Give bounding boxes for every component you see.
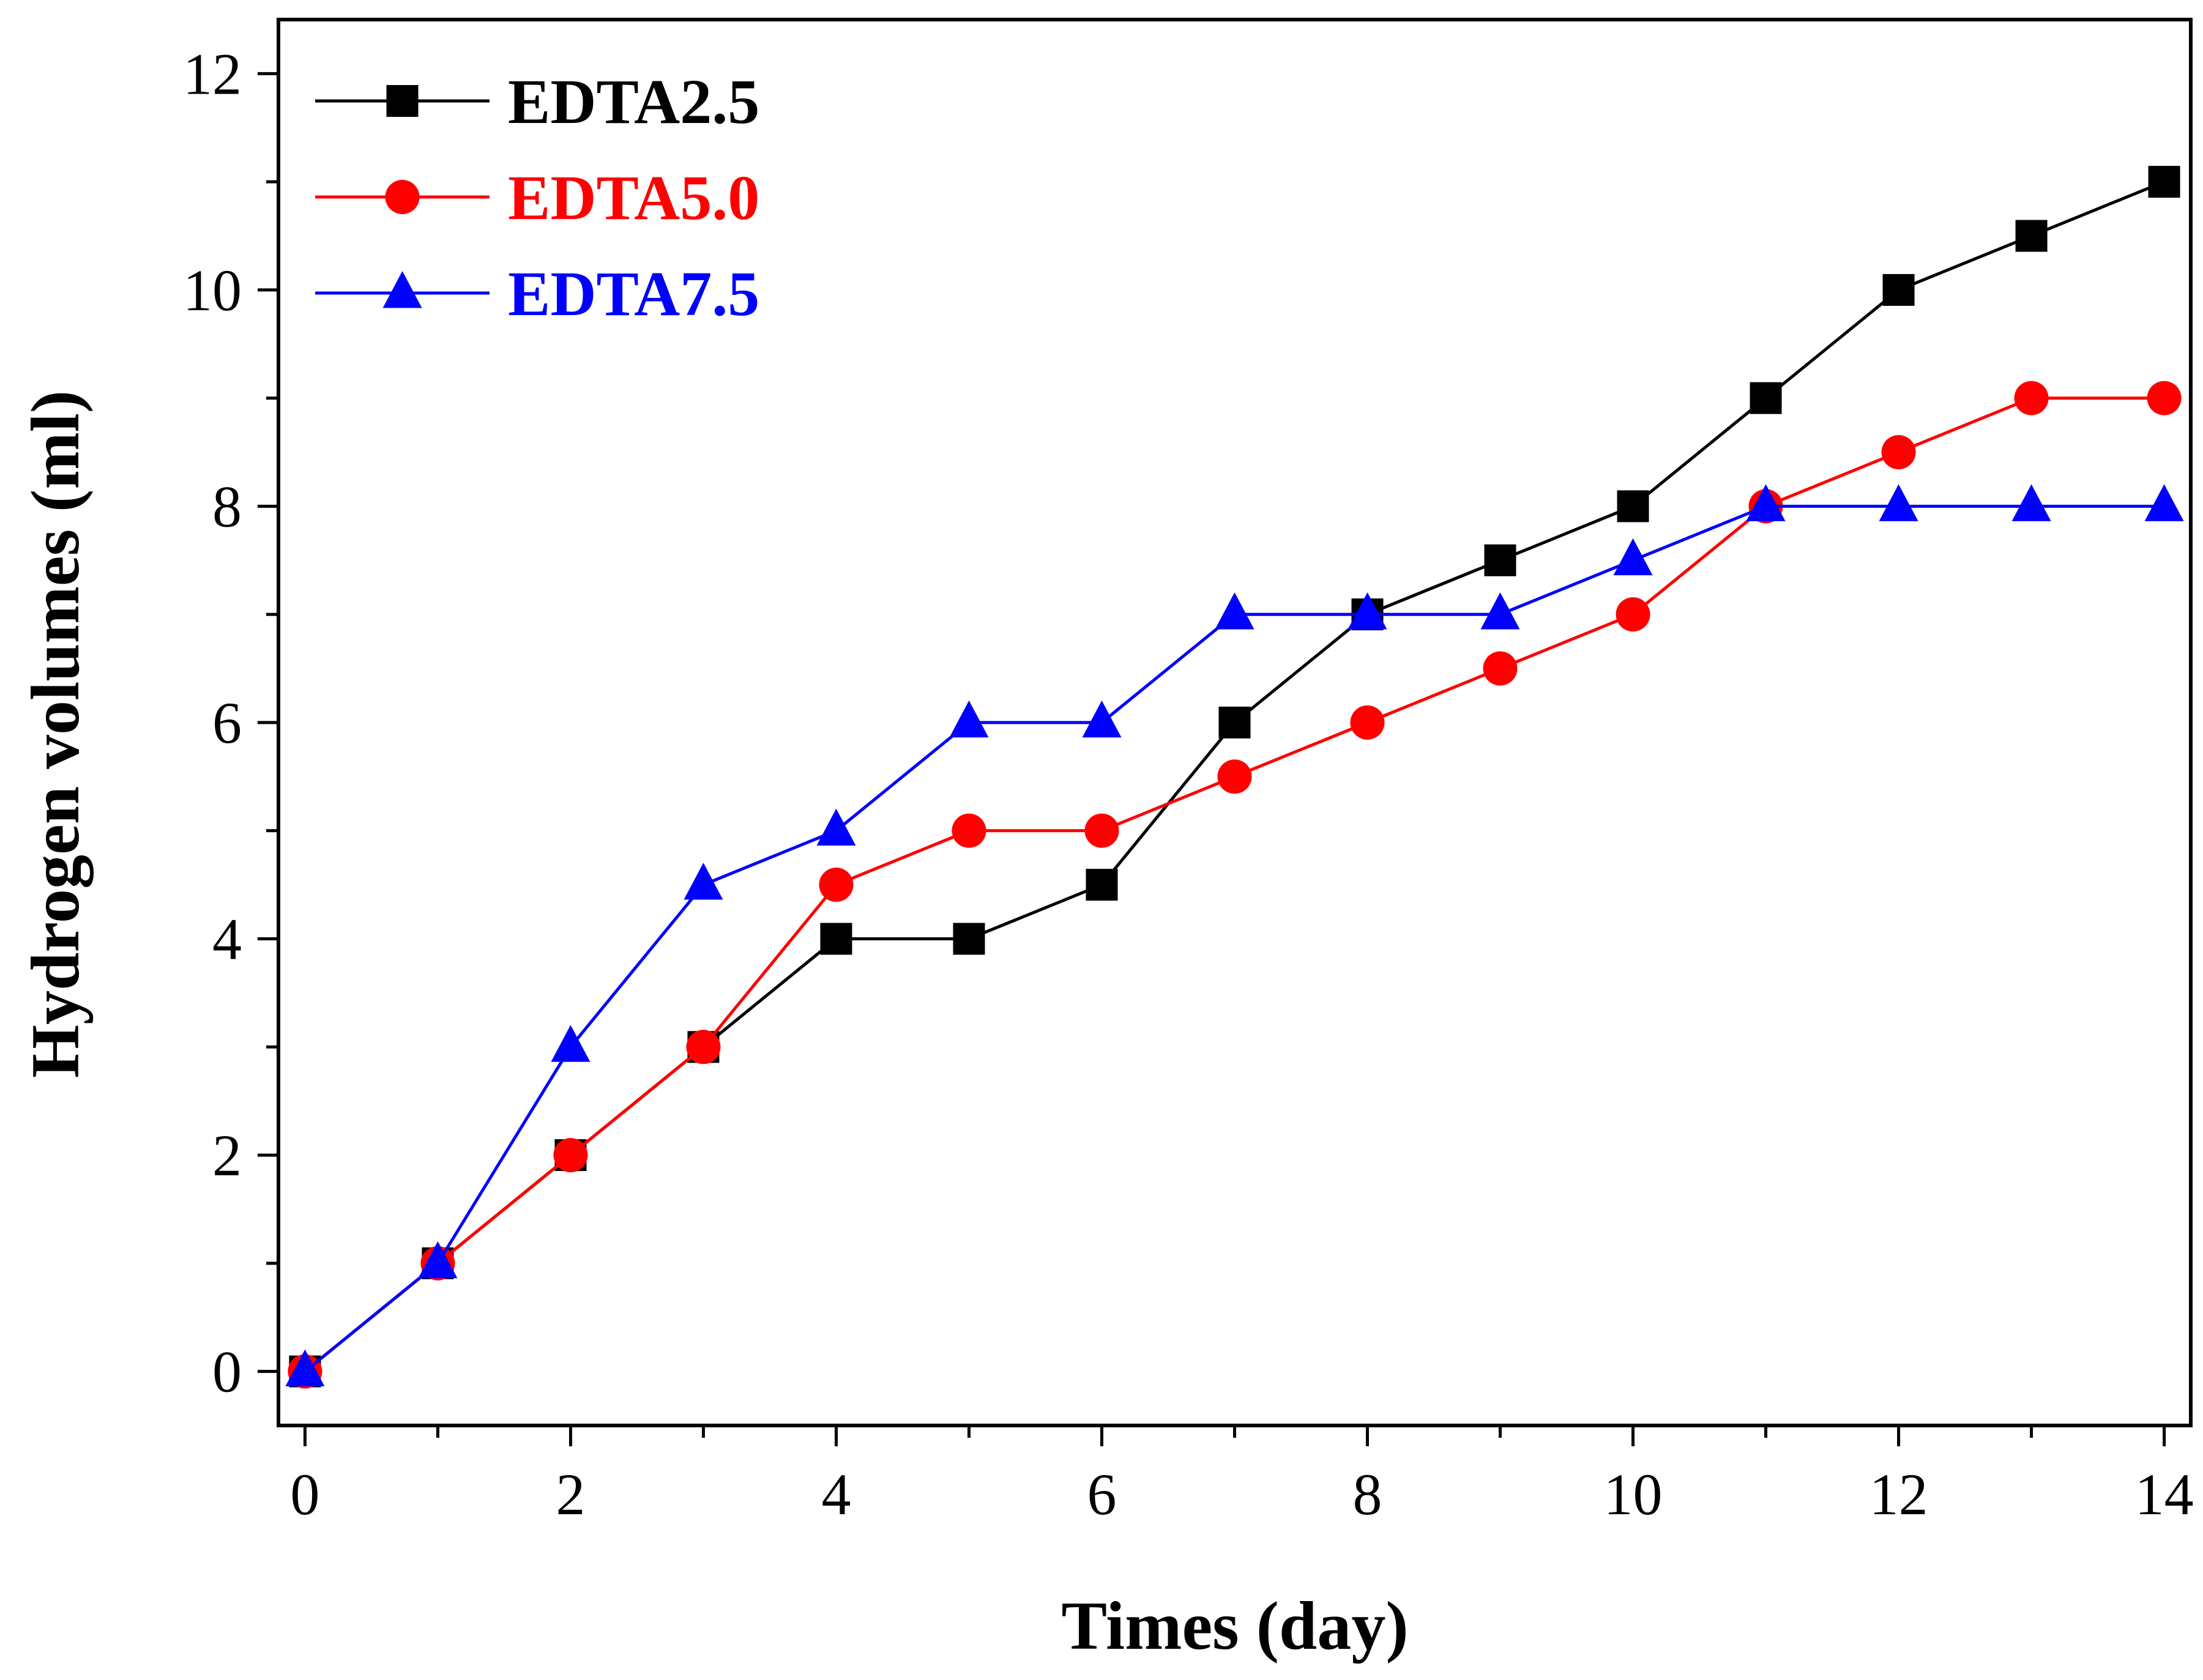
x-tick-label: 6 bbox=[1087, 1462, 1116, 1527]
x-tick-label: 8 bbox=[1353, 1462, 1382, 1527]
series-layer bbox=[285, 166, 2184, 1389]
data-point bbox=[1484, 544, 1516, 576]
y-axis-title: Hydrogen volumes (ml) bbox=[18, 390, 94, 1078]
y-tick-label: 10 bbox=[183, 258, 242, 323]
data-point bbox=[1348, 592, 1387, 630]
data-point bbox=[1613, 538, 1653, 576]
legend-label: EDTA5.0 bbox=[508, 163, 759, 233]
data-point bbox=[684, 863, 723, 900]
data-point bbox=[2144, 484, 2184, 521]
legend-marker bbox=[386, 85, 419, 117]
data-point bbox=[816, 808, 856, 846]
data-point bbox=[1084, 813, 1119, 848]
data-point bbox=[819, 868, 854, 902]
data-point bbox=[949, 701, 989, 738]
y-tick-label: 6 bbox=[212, 690, 242, 756]
data-point bbox=[551, 1025, 591, 1062]
data-point bbox=[1746, 484, 1786, 521]
data-point bbox=[1086, 869, 1118, 901]
data-point bbox=[2147, 381, 2182, 415]
legend-item: EDTA5.0 bbox=[315, 163, 759, 233]
data-point bbox=[1082, 701, 1122, 738]
x-tick-label: 10 bbox=[1604, 1462, 1663, 1527]
data-point bbox=[1217, 759, 1252, 794]
data-point bbox=[285, 1349, 325, 1386]
legend-marker bbox=[382, 271, 422, 308]
data-point bbox=[2015, 220, 2048, 252]
y-tick-label: 4 bbox=[212, 907, 242, 972]
data-point bbox=[1483, 651, 1518, 686]
x-tick-label: 2 bbox=[556, 1462, 585, 1527]
data-point bbox=[1879, 484, 1918, 521]
data-point bbox=[1750, 382, 1782, 414]
data-point bbox=[1480, 592, 1520, 630]
y-tick-label: 2 bbox=[212, 1123, 242, 1188]
series-line bbox=[304, 396, 2164, 1373]
data-point bbox=[1617, 490, 1649, 522]
y-tick-label: 8 bbox=[212, 474, 242, 539]
y-tick-label: 0 bbox=[212, 1339, 242, 1405]
data-point bbox=[1215, 592, 1254, 630]
data-point bbox=[418, 1241, 458, 1279]
legend-item: EDTA2.5 bbox=[315, 67, 759, 137]
series-line bbox=[304, 504, 2164, 1373]
legend-marker bbox=[385, 180, 420, 214]
series-EDTA7.5 bbox=[285, 484, 2184, 1386]
legend-label: EDTA7.5 bbox=[508, 259, 759, 329]
data-point bbox=[952, 813, 986, 848]
data-point bbox=[1882, 273, 1915, 306]
data-point bbox=[953, 923, 985, 955]
legend-label: EDTA2.5 bbox=[508, 67, 759, 137]
series-EDTA5.0 bbox=[288, 381, 2182, 1389]
data-point bbox=[820, 923, 852, 955]
data-point bbox=[1350, 705, 1385, 740]
data-point bbox=[1616, 597, 1650, 632]
x-axis-title: Times (day) bbox=[1061, 1588, 1408, 1664]
data-point bbox=[2014, 381, 2049, 415]
y-tick-label: 12 bbox=[183, 41, 242, 106]
axis-ticks: 0 2 4 6 8 10 12 14 0 2 4 6 8 10 12 bbox=[183, 41, 2194, 1527]
data-point bbox=[2011, 484, 2051, 521]
legend-item: EDTA7.5 bbox=[315, 259, 759, 329]
x-tick-label: 4 bbox=[821, 1462, 851, 1527]
data-point bbox=[2148, 166, 2180, 198]
data-point bbox=[1218, 707, 1251, 738]
x-tick-label: 0 bbox=[290, 1462, 319, 1527]
data-point bbox=[686, 1030, 721, 1065]
data-point bbox=[1881, 435, 1916, 470]
x-tick-label: 12 bbox=[1869, 1462, 1928, 1527]
x-tick-label: 14 bbox=[2135, 1462, 2194, 1527]
data-point bbox=[553, 1138, 588, 1173]
legend: EDTA2.5 EDTA5.0 EDTA7.5 bbox=[315, 67, 759, 329]
